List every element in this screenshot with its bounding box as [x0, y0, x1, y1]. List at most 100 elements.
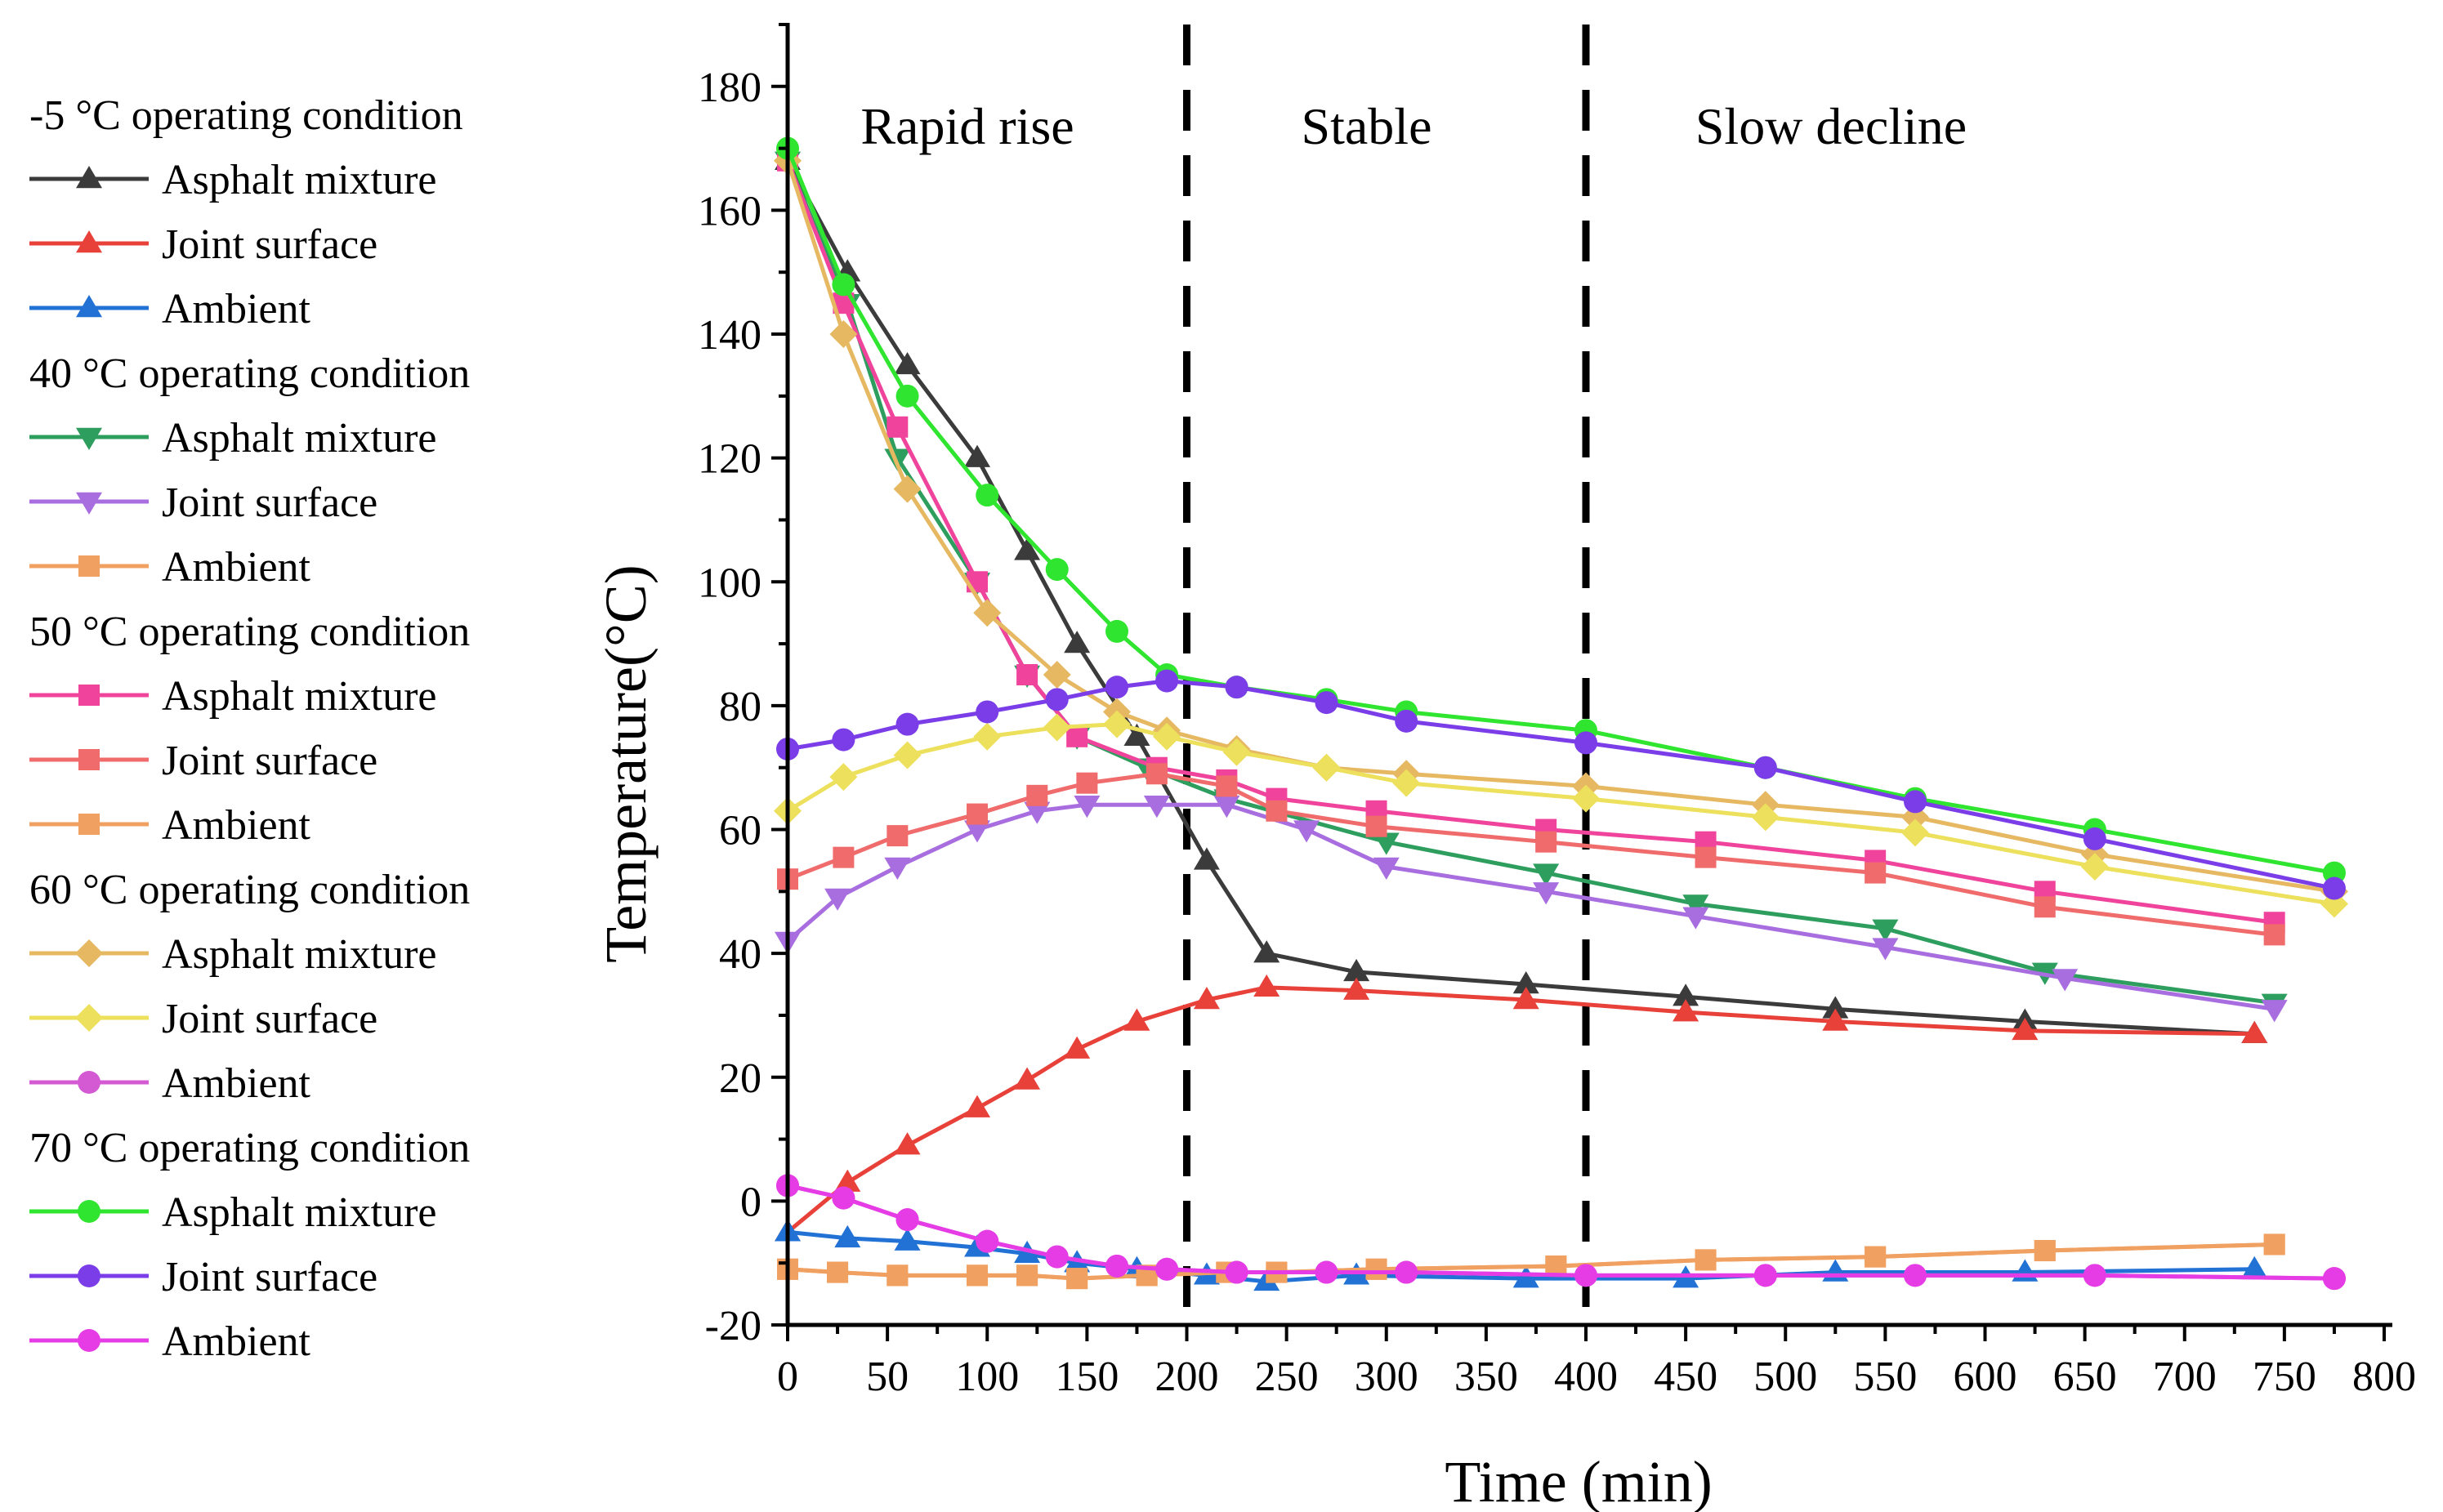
legend-item: Joint surface: [29, 738, 377, 784]
series-70-c-operating-condition-ambient-point: [1105, 1254, 1129, 1278]
series-5-c-operating-condition-joint-surface-point: [2012, 1017, 2039, 1041]
series-5-c-operating-condition-joint-surface-point: [1123, 1008, 1150, 1031]
series-50-c-operating-condition-joint-surface-point: [1216, 775, 1238, 797]
series-50-c-operating-condition-asphalt-mixture-point: [1016, 664, 1038, 685]
series-50-c-operating-condition-joint-surface-point: [887, 825, 909, 847]
y-tick-label: 60: [719, 808, 761, 854]
series-60-c-operating-condition-asphalt-mixture: [774, 146, 2348, 906]
series-70-c-operating-condition-ambient-point: [2322, 1267, 2346, 1291]
series-40-c-operating-condition-joint-surface-point: [2052, 969, 2079, 992]
series-60-c-operating-condition-asphalt-mixture-point: [829, 320, 858, 349]
series-70-c-operating-condition-joint-surface-point: [2322, 876, 2346, 900]
series-70-c-operating-condition-joint-surface-point: [2083, 827, 2106, 850]
series-50-c-operating-condition-joint-surface-point: [967, 803, 989, 825]
series-5-c-operating-condition-asphalt-mixture-point: [964, 444, 991, 467]
series-5-c-operating-condition-joint-surface-point: [1253, 974, 1280, 997]
series-5-c-operating-condition-joint-surface-point: [2241, 1020, 2268, 1043]
phase-label-slow-decline: Slow decline: [1695, 97, 1967, 155]
series-5-c-operating-condition-asphalt-mixture-point: [1123, 723, 1150, 747]
series-5-c-operating-condition-joint-surface: [775, 974, 2268, 1242]
series-70-c-operating-condition-joint-surface-point: [832, 728, 855, 752]
legend-swatch-marker: [75, 1004, 103, 1032]
legend-label: Asphalt mixture: [162, 931, 437, 978]
series-5-c-operating-condition-asphalt-mixture-point: [1343, 958, 1370, 982]
series-40-c-operating-condition-joint-surface: [775, 796, 2288, 1023]
series-70-c-operating-condition-asphalt-mixture-point: [832, 273, 855, 297]
x-tick-label: 550: [1853, 1354, 1917, 1400]
series-70-c-operating-condition-asphalt-mixture-line: [785, 147, 2335, 876]
x-tick-label: 100: [955, 1354, 1019, 1400]
legend-item: Asphalt mixture: [29, 415, 437, 462]
series-5-c-operating-condition-asphalt-mixture-point: [1673, 983, 1699, 1006]
series-60-c-operating-condition-joint-surface-point: [1572, 784, 1600, 813]
series-5-c-operating-condition-ambient-point: [894, 1228, 921, 1251]
series-50-c-operating-condition-ambient-point: [2263, 1233, 2285, 1256]
series-50-c-operating-condition-asphalt-mixture-point: [887, 416, 909, 438]
legend-item: Asphalt mixture: [29, 931, 437, 978]
legend-label: Joint surface: [162, 996, 377, 1042]
series-5-c-operating-condition-asphalt-mixture-point: [894, 351, 921, 375]
phase-labels: Rapid rise Stable Slow decline: [860, 97, 1967, 155]
series-40-c-operating-condition-joint-surface-point: [884, 857, 911, 881]
legend-label: Ambient: [162, 544, 311, 591]
series-40-c-operating-condition-asphalt-mixture-point: [1533, 863, 1560, 886]
series-50-c-operating-condition-ambient-point: [827, 1261, 849, 1283]
series-50-c-operating-condition-joint-surface-point: [2034, 896, 2056, 918]
series-70-c-operating-condition-ambient-point: [1155, 1257, 1179, 1281]
series-60-c-operating-condition-joint-surface-point: [2080, 853, 2109, 881]
legend-swatch-marker: [78, 555, 100, 577]
series-70-c-operating-condition-joint-surface-point: [1753, 756, 1777, 779]
x-tick-label: 500: [1753, 1354, 1817, 1400]
legend-item: Ambient: [29, 802, 311, 849]
legend-swatch-marker: [76, 230, 102, 253]
legend-label: Asphalt mixture: [162, 157, 437, 203]
series-50-c-operating-condition-joint-surface-point: [1695, 846, 1717, 868]
legend-swatch-marker: [78, 1071, 100, 1094]
y-tick-label: 180: [698, 65, 761, 111]
legend: -5 °C operating condition Asphalt mixture…: [29, 92, 470, 1365]
x-tick-label: 750: [2253, 1354, 2316, 1400]
series-5-c-operating-condition-asphalt-mixture-point: [1822, 996, 1849, 1019]
series-70-c-operating-condition-ambient-point: [1395, 1260, 1418, 1284]
series-5-c-operating-condition-joint-surface-point: [1512, 987, 1539, 1010]
series-5-c-operating-condition-joint-surface-point: [1014, 1067, 1041, 1090]
series-50-c-operating-condition-joint-surface-point: [1076, 772, 1098, 794]
series-50-c-operating-condition-ambient-point: [2034, 1240, 2056, 1262]
series-70-c-operating-condition-joint-surface-point: [1315, 691, 1338, 715]
legend-item: Joint surface: [29, 1254, 377, 1300]
series-60-c-operating-condition-joint-surface-point: [1222, 738, 1251, 766]
legend-label: Ambient: [162, 802, 311, 849]
legend-label: Ambient: [162, 1318, 311, 1365]
series-70-c-operating-condition-joint-surface-point: [1105, 676, 1129, 699]
series-60-c-operating-condition-joint-surface-point: [1392, 769, 1421, 797]
series-40-c-operating-condition-asphalt-mixture-point: [1373, 832, 1400, 855]
series-40-c-operating-condition-joint-surface-point: [1293, 820, 1320, 843]
series-70-c-operating-condition-joint-surface-point: [1395, 709, 1418, 733]
legend-label: Joint surface: [162, 738, 377, 784]
legend-group-title: 40 °C operating condition: [29, 350, 470, 397]
series-5-c-operating-condition-joint-surface-point: [964, 1095, 991, 1117]
y-axis-title: Temperature(°C): [593, 564, 659, 963]
legend-item: Asphalt mixture: [29, 673, 437, 720]
series-50-c-operating-condition-ambient-point: [1695, 1249, 1717, 1271]
series-5-c-operating-condition-joint-surface-point: [1822, 1008, 1849, 1031]
series-60-c-operating-condition-joint-surface-point: [1312, 753, 1341, 782]
y-tick-label: 140: [698, 312, 761, 359]
series-50-c-operating-condition-joint-surface-point: [1365, 815, 1387, 837]
series-60-c-operating-condition-joint-surface-point: [1103, 710, 1132, 738]
legend-item: Joint surface: [29, 221, 377, 268]
series-70-c-operating-condition-joint-surface-point: [976, 700, 999, 724]
x-tick-label: 800: [2352, 1354, 2416, 1400]
series-5-c-operating-condition-asphalt-mixture-point: [1512, 971, 1539, 994]
x-axis-title: Time (min): [1445, 1449, 1712, 1512]
series-5-c-operating-condition-joint-surface-point: [1064, 1036, 1091, 1059]
series-50-c-operating-condition-asphalt-mixture-line: [785, 159, 2275, 925]
series-70-c-operating-condition-joint-surface-point: [1225, 676, 1248, 699]
y-tick-label: 120: [698, 436, 761, 483]
series-70-c-operating-condition-joint-surface-point: [1574, 731, 1597, 755]
y-tick-label: -20: [705, 1303, 761, 1349]
legend-item: Ambient: [29, 1318, 311, 1365]
x-tick-label: 700: [2153, 1354, 2217, 1400]
legend-group-title: 50 °C operating condition: [29, 609, 470, 655]
legend-swatch-marker: [78, 749, 100, 770]
